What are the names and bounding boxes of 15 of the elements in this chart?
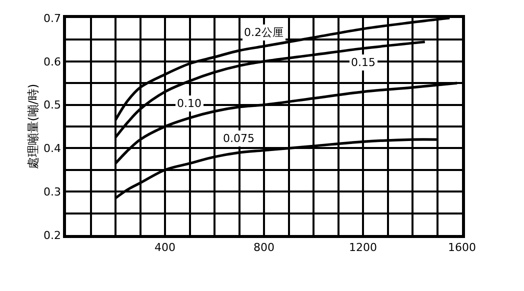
x-tick-label: 400 xyxy=(154,240,176,254)
series-label: 0.075 xyxy=(223,132,254,145)
x-tick-label: 1600 xyxy=(448,240,476,254)
series-label: 0.10 xyxy=(177,97,202,110)
y-axis-title: 處理噸量(噸/時) xyxy=(26,84,40,170)
y-tick-label: 0.5 xyxy=(44,98,62,112)
series-label: 0.15 xyxy=(351,56,376,69)
x-tick-label: 800 xyxy=(254,240,274,254)
x-tick-label: 1200 xyxy=(349,240,377,254)
y-tick-label: 0.2 xyxy=(44,228,62,242)
series-label: 0.2公厘 xyxy=(244,26,284,39)
y-tick-label: 0.4 xyxy=(44,142,62,156)
y-tick-label: 0.3 xyxy=(44,185,62,198)
y-tick-label: 0.6 xyxy=(44,55,62,68)
y-tick-label: 0.7 xyxy=(44,12,62,25)
